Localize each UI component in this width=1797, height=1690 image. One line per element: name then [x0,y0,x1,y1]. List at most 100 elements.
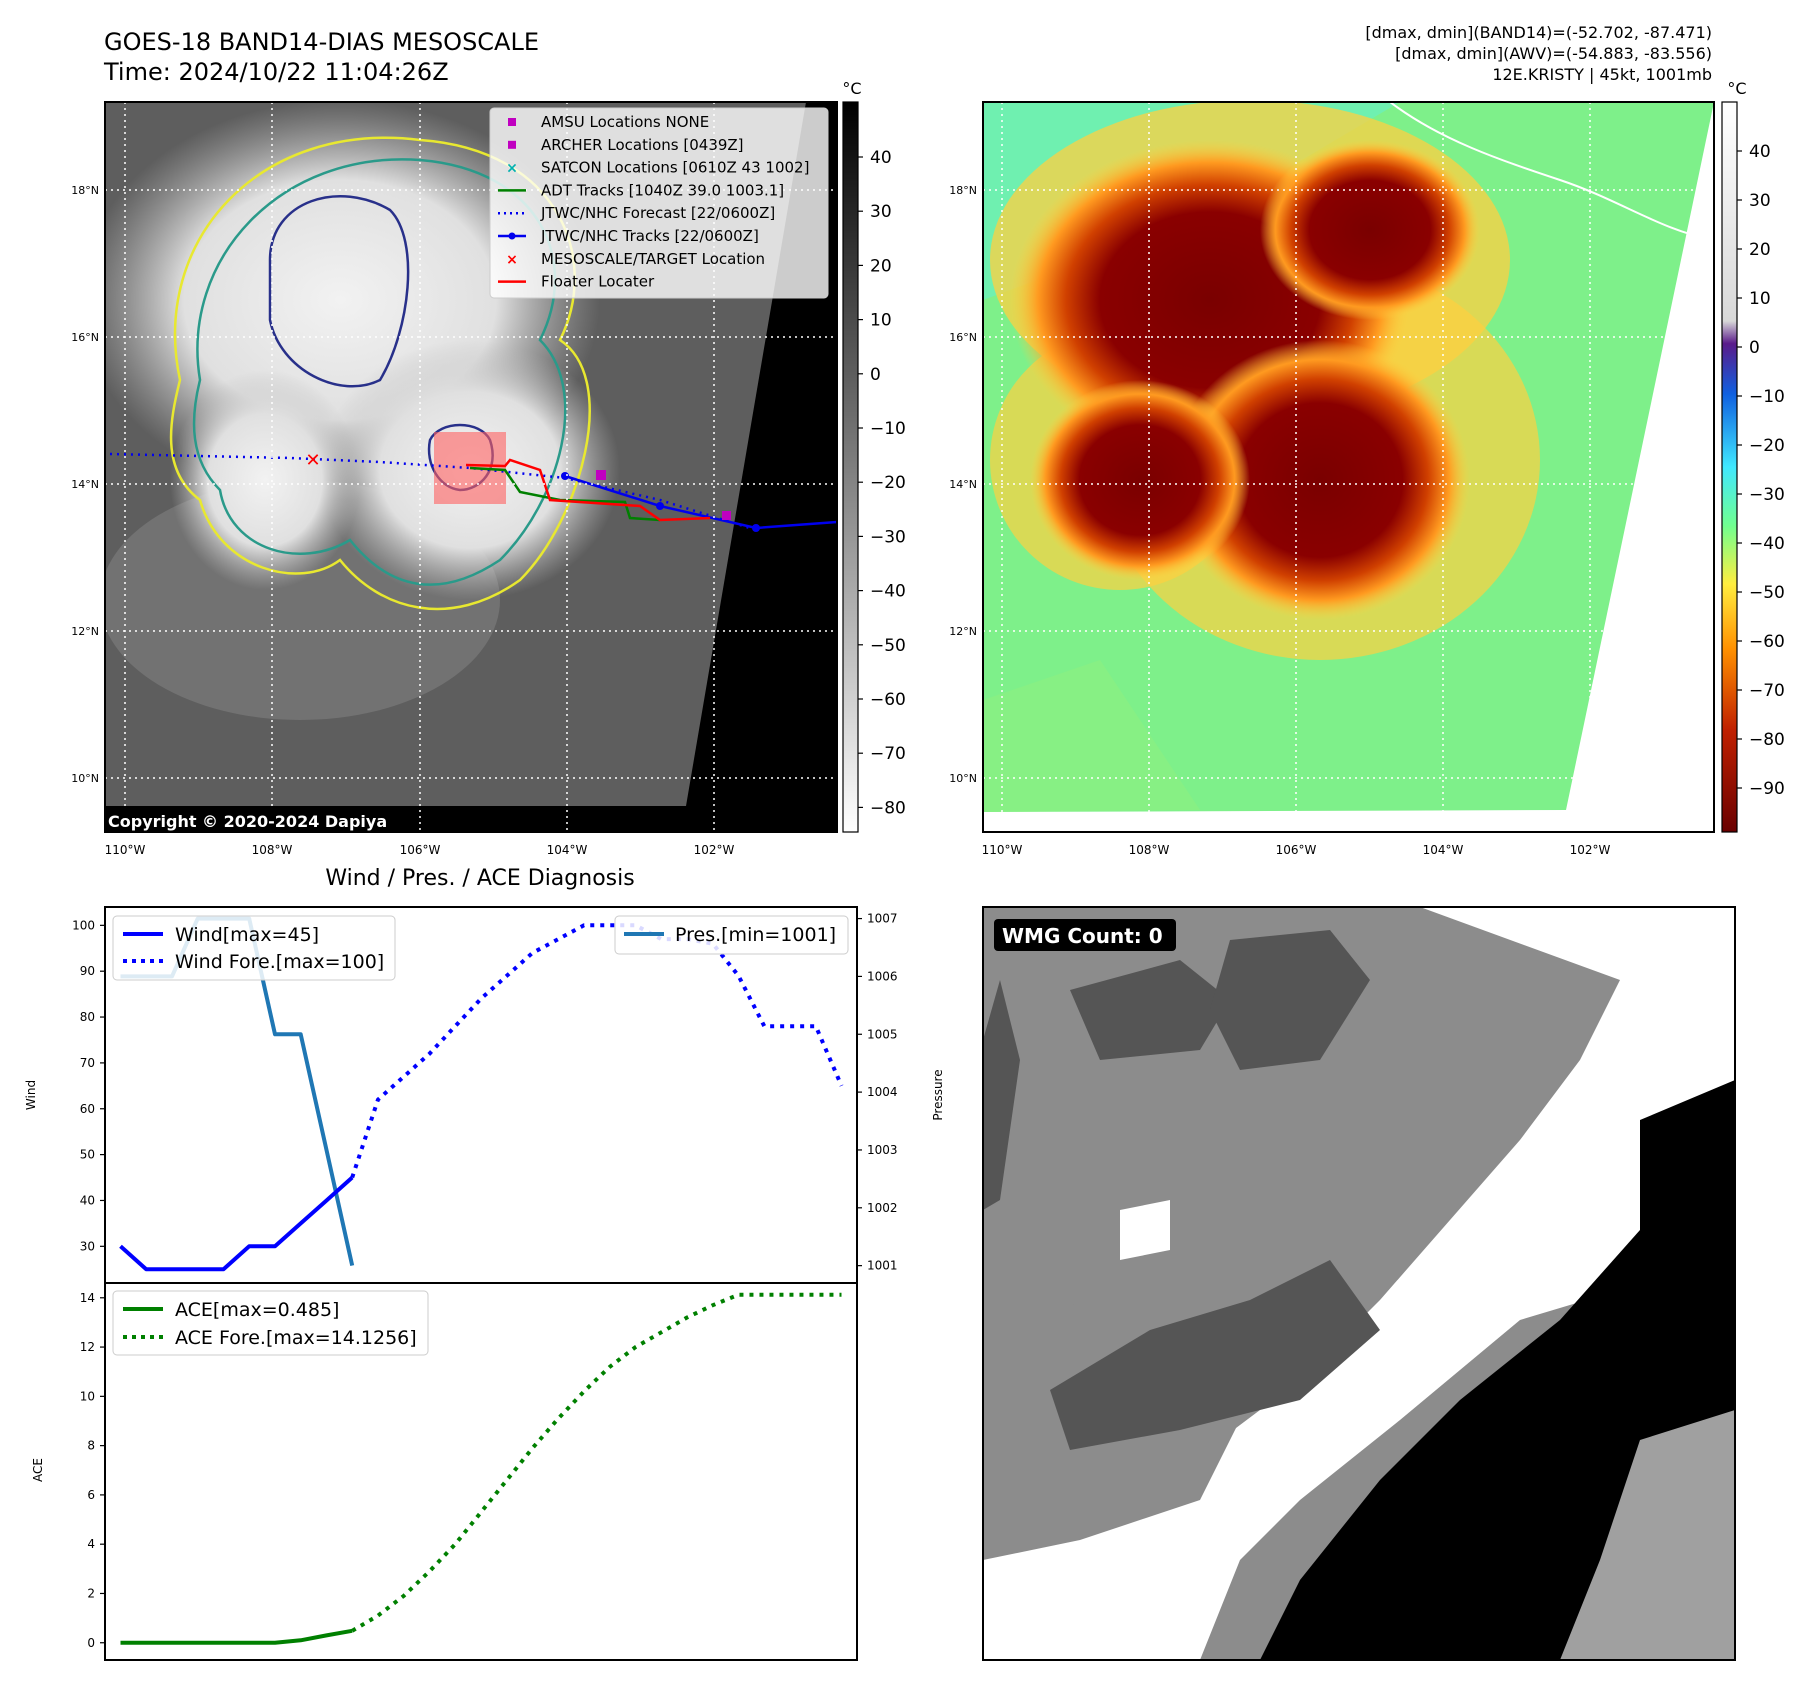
ace-yticks: 0 2 4 6 8 10 12 14 [80,1291,105,1650]
pres-ylabel: Pressure [931,1069,945,1120]
colorbar-tick-label: −30 [1749,485,1785,505]
colorbar-tick-label: −60 [1749,632,1785,652]
ytick-label: 1002 [867,1201,898,1215]
archer-location-marker [722,511,731,520]
lon-label: 102°W [1570,843,1611,857]
lat-label: 12°N [949,625,977,638]
ytick-label: 1006 [867,969,898,983]
legend-label: SATCON Locations [0610Z 43 1002] [541,159,809,177]
ace-legend-label: ACE[max=0.485] [175,1299,339,1321]
lat-label: 18°N [71,184,99,197]
lon-label: 108°W [1129,843,1170,857]
info-line1: [dmax, dmin](BAND14)=(-52.702, -87.471) [1365,23,1712,42]
wmg-dark-region-north [1070,960,1230,1060]
color-map-core-center [1170,340,1470,620]
ir-contour-yellow [169,136,591,611]
wind-ylabel: Wind [24,1080,38,1110]
pres-legend-box [614,915,849,955]
colorbar-tick-label: −70 [870,744,906,764]
lat-label: 12°N [71,625,99,638]
ir-map-frame [104,101,838,833]
legend-label: JTWC/NHC Tracks [22/0600Z] [540,227,759,245]
series-line [119,1176,354,1272]
ytick-label: 0 [87,1636,95,1650]
lat-label: 16°N [71,331,99,344]
lat-label: 16°N [949,331,977,344]
ytick-label: 1003 [867,1143,898,1157]
wind-legend-label: Wind[max=45] [175,924,319,946]
color-map-core-ne [1260,140,1480,320]
copyright-box [105,808,415,832]
colorbar-tick-label: 20 [1749,240,1771,260]
colorbar-tick-label: −50 [1749,583,1785,603]
ir-lat-labels: 18°N 16°N 14°N 12°N 10°N [71,184,99,785]
lon-label: 108°W [252,843,293,857]
ytick-label: 1005 [867,1027,898,1041]
colorbar-tick-label: −40 [1749,534,1785,554]
ir-colorbar-unit: °C [842,79,861,98]
diagnosis-title: Wind / Pres. / ACE Diagnosis [325,866,634,891]
color-map: 18°N 16°N 14°N 12°N 10°N 110°W 108°W 106°W 104°… [949,79,1785,857]
wmg-label-box [994,919,1176,951]
wmg-panel: WMG Count: 0 [982,906,1736,1661]
ytick-label: 2 [87,1586,95,1600]
lat-label: 18°N [949,184,977,197]
legend-marker-x: × [506,252,518,268]
colorbar-tick-label: 30 [1749,191,1771,211]
wind-yticks: 30 40 50 60 70 80 90 100 [72,918,105,1253]
legend-label: ADT Tracks [1040Z 39.0 1003.1] [541,181,784,199]
ytick-label: 70 [80,1056,95,1070]
colorbar-tick-label: 30 [870,202,892,222]
ir-lon-labels: 110°W 108°W 106°W 104°W 102°W [105,843,735,857]
legend-marker-dot [508,232,516,240]
lon-label: 110°W [105,843,146,857]
color-lon-labels: 110°W 108°W 106°W 104°W 102°W [982,843,1611,857]
wmg-dark-region-west [983,980,1020,1210]
ir-legend-box [489,107,829,299]
wmg-white-region [983,907,1735,1660]
ytick-label: 1007 [867,912,898,926]
colorbar-tick-label: −90 [1749,779,1785,799]
wind-fore-legend-label: Wind Fore.[max=100] [175,951,384,973]
colorbar-tick-label: −40 [870,582,906,602]
wmg-white-spot [1120,1200,1170,1260]
wind-legend-box [112,915,396,981]
legend-marker-x: × [506,161,518,177]
color-colorbar [1721,101,1738,833]
wmg-dark-region-ne [1210,930,1370,1070]
ytick-label: 30 [80,1239,95,1253]
ir-contour-navy-north [268,195,410,388]
colorbar-tick-label: −70 [1749,681,1785,701]
title-line2: Time: 2024/10/22 11:04:26Z [103,58,449,86]
lon-label: 106°W [1276,843,1317,857]
jtwc-forecast-track [109,452,757,532]
ace-ylabel: ACE [31,1458,45,1482]
colorbar-tick-label: −20 [870,473,906,493]
pres-legend-label: Pres.[min=1001] [675,924,836,946]
legend-marker-square [508,118,516,126]
colorbar-tick-label: −50 [870,636,906,656]
colorbar-tick-label: 0 [1749,338,1760,358]
colorbar-tick-label: −80 [870,798,906,818]
ytick-label: 1001 [867,1259,898,1273]
ir-cloud-west [170,370,360,590]
ytick-label: 14 [80,1291,95,1305]
info-line2: [dmax, dmin](AWV)=(-54.883, -83.556) [1395,44,1712,63]
color-map-gridlines [983,102,1714,832]
lon-label: 106°W [400,843,441,857]
color-colorbar-ticks: 40 30 20 10 0 −10 −20 −30 −40 −50 −60 −70 −80 −90 [1737,142,1785,799]
ytick-label: 50 [80,1148,95,1162]
colorbar-tick-label: −10 [1749,387,1785,407]
ytick-label: 40 [80,1193,95,1207]
legend-marker-square [508,140,516,149]
color-lat-labels: 18°N 16°N 14°N 12°N 10°N [949,184,977,785]
color-map-coastline [1389,102,1714,241]
ytick-label: 6 [87,1488,95,1502]
mesoscale-target-marker: ✕ [305,450,320,471]
ace-legend: ACE[max=0.485] ACE Fore.[max=14.1256] [112,1290,429,1356]
wind-pres-chart: Wind / Pres. / ACE Diagnosis 30 40 50 60 70 8… [24,866,945,1284]
ytick-label: 10 [80,1389,95,1403]
ytick-label: 12 [80,1340,95,1354]
legend-label: JTWC/NHC Forecast [22/0600Z] [540,204,775,222]
